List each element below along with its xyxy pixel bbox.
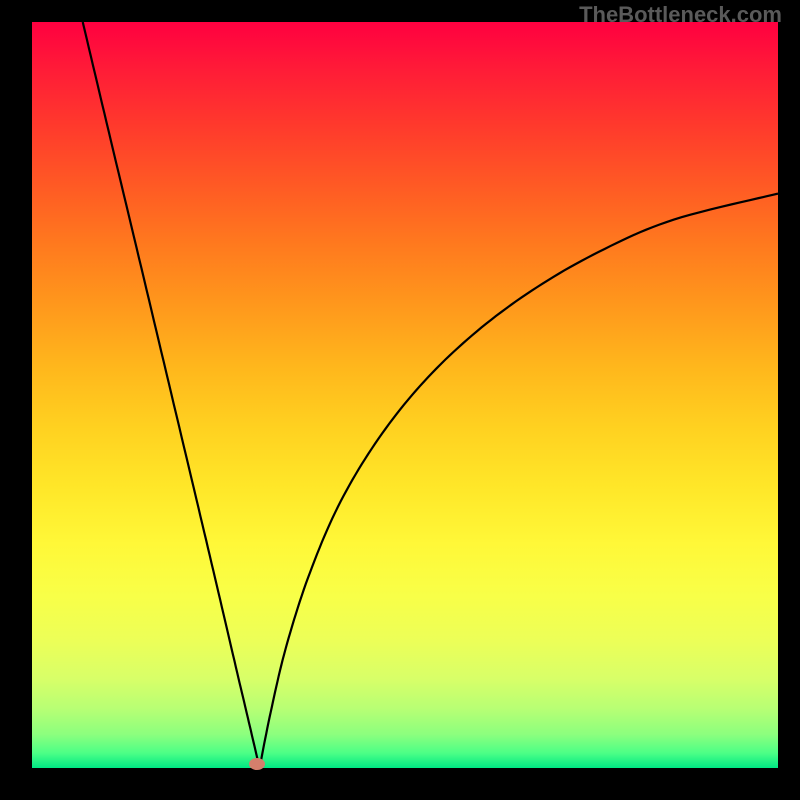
plot-area — [32, 22, 778, 768]
chart-frame: TheBottleneck.com — [0, 0, 800, 800]
bottleneck-curve — [32, 22, 778, 768]
minimum-marker — [249, 758, 265, 770]
watermark-text: TheBottleneck.com — [579, 2, 782, 28]
